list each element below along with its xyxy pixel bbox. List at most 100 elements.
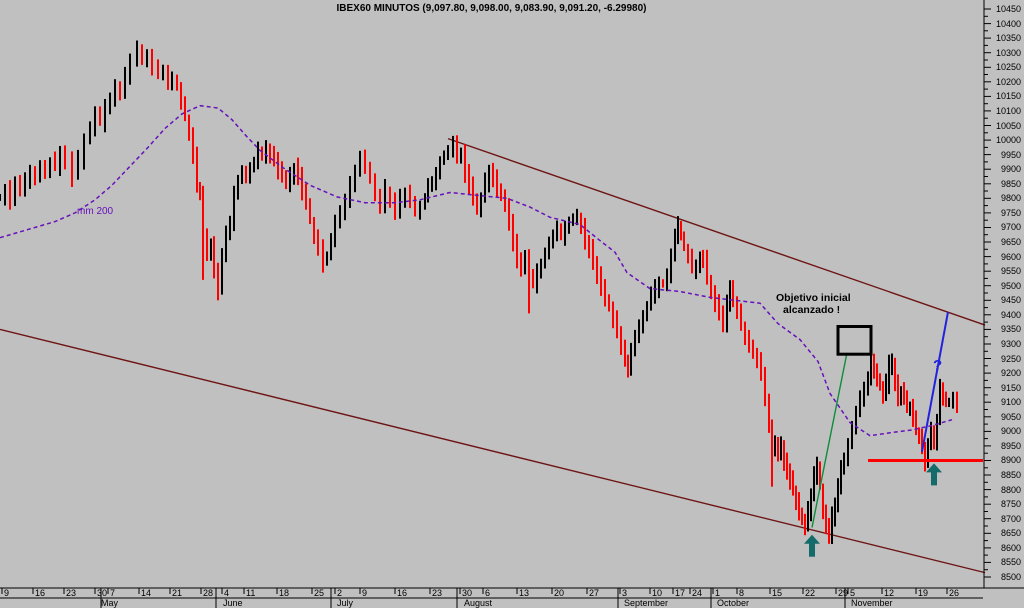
- candle-bar: [540, 258, 542, 279]
- candle-bar: [903, 382, 905, 405]
- candle-bar: [748, 329, 750, 353]
- green-projection-line: [811, 352, 848, 528]
- candle-bar: [837, 478, 839, 513]
- candle-bar: [109, 92, 111, 115]
- candle-bar: [34, 166, 36, 186]
- candle-bar: [196, 146, 198, 193]
- candle-bar: [956, 391, 958, 413]
- candle-bar: [756, 347, 758, 369]
- price-tick-label: 8950: [1000, 440, 1021, 451]
- date-tick-label: 19: [918, 588, 929, 598]
- candle-bar: [819, 461, 821, 490]
- candle-bar: [789, 463, 791, 490]
- candle-bar: [851, 421, 853, 450]
- candle-bar: [322, 239, 324, 273]
- candle-bar: [544, 247, 546, 269]
- month-label: September: [624, 598, 669, 608]
- date-tick-label: 3: [622, 588, 628, 598]
- candle-bar: [520, 252, 522, 277]
- candle-bar: [568, 216, 570, 234]
- blue-projection-line: [921, 311, 949, 452]
- candle-bar: [213, 236, 215, 279]
- candle-bar: [404, 187, 406, 208]
- candle-bar: [752, 339, 754, 359]
- candle-bar: [460, 147, 462, 164]
- candle-bar: [257, 141, 259, 170]
- candle-bar: [930, 421, 932, 451]
- price-tick-label: 10200: [995, 76, 1021, 87]
- month-label: October: [717, 598, 750, 608]
- candle-bar: [918, 427, 920, 444]
- candle-bar: [202, 185, 204, 280]
- price-tick-label: 8800: [1000, 484, 1021, 495]
- candle-bar: [726, 294, 728, 333]
- candle-bar: [702, 249, 704, 268]
- candle-bar: [627, 354, 629, 378]
- candle-bar: [289, 166, 291, 193]
- candle-bar: [136, 40, 138, 67]
- candle-bar: [638, 319, 640, 344]
- candle-bar: [512, 213, 514, 252]
- candle-bar: [293, 163, 295, 185]
- date-tick-label: 2: [337, 588, 343, 598]
- candle-bar: [301, 166, 303, 201]
- price-tick-label: 9300: [1000, 338, 1021, 349]
- candle-bar: [891, 353, 893, 376]
- candle-bar: [630, 342, 632, 376]
- candle-bar: [359, 150, 361, 177]
- candle-bar: [309, 198, 311, 224]
- candle-bar: [783, 440, 785, 471]
- date-tick-label: 20: [554, 588, 565, 598]
- candle-bar: [99, 106, 101, 126]
- candle-bar: [654, 279, 656, 304]
- candle-bar: [646, 301, 648, 322]
- candle-bar: [616, 310, 618, 339]
- date-tick-label: 23: [432, 588, 443, 598]
- candle-bar: [431, 176, 433, 192]
- candle-bar: [885, 373, 887, 401]
- date-tick-label: 11: [246, 588, 256, 598]
- price-tick-label: 10450: [995, 4, 1021, 14]
- candle-bar: [217, 262, 219, 301]
- price-tick-label: 8900: [1000, 455, 1021, 466]
- candle-bar: [249, 162, 251, 184]
- date-tick-label: 6: [485, 588, 491, 598]
- candle-bar: [435, 167, 437, 191]
- candle-bar: [157, 59, 159, 80]
- candle-bar: [795, 485, 797, 511]
- candle-bar: [786, 452, 788, 480]
- mm200-moving-average-line: [0, 104, 953, 437]
- candle-bar: [915, 410, 917, 436]
- candle-bar: [379, 188, 381, 214]
- candle-bar: [556, 220, 558, 242]
- candle-bar: [810, 488, 812, 522]
- candle-bar: [572, 213, 574, 226]
- candle-bar: [500, 183, 502, 201]
- candle-bar: [206, 228, 208, 261]
- target-annotation-line2: alcanzado !: [783, 304, 841, 316]
- price-tick-label: 9850: [1000, 178, 1021, 189]
- candle-bar: [777, 437, 779, 462]
- price-tick-label: 9450: [1000, 295, 1021, 306]
- candle-bar: [199, 182, 201, 201]
- candle-bar: [714, 285, 716, 313]
- date-tick-label: 5: [850, 588, 856, 598]
- up-arrow-icon: [804, 534, 820, 557]
- candle-bar: [4, 184, 6, 206]
- candle-bar: [19, 175, 21, 197]
- up-arrow-icon: [926, 463, 942, 486]
- price-tick-label: 8650: [1000, 528, 1021, 539]
- candle-bar: [29, 164, 31, 189]
- candle-bar: [687, 243, 689, 264]
- candle-bar: [488, 164, 490, 193]
- candle-bar: [129, 53, 131, 85]
- candle-bar: [624, 339, 626, 367]
- upper-channel-trendline: [447, 137, 986, 326]
- candle-bar: [729, 280, 731, 312]
- candle-bar: [225, 225, 227, 263]
- candle-bar: [927, 438, 929, 468]
- date-tick-label: 4: [224, 588, 230, 598]
- candle-bar: [14, 176, 16, 206]
